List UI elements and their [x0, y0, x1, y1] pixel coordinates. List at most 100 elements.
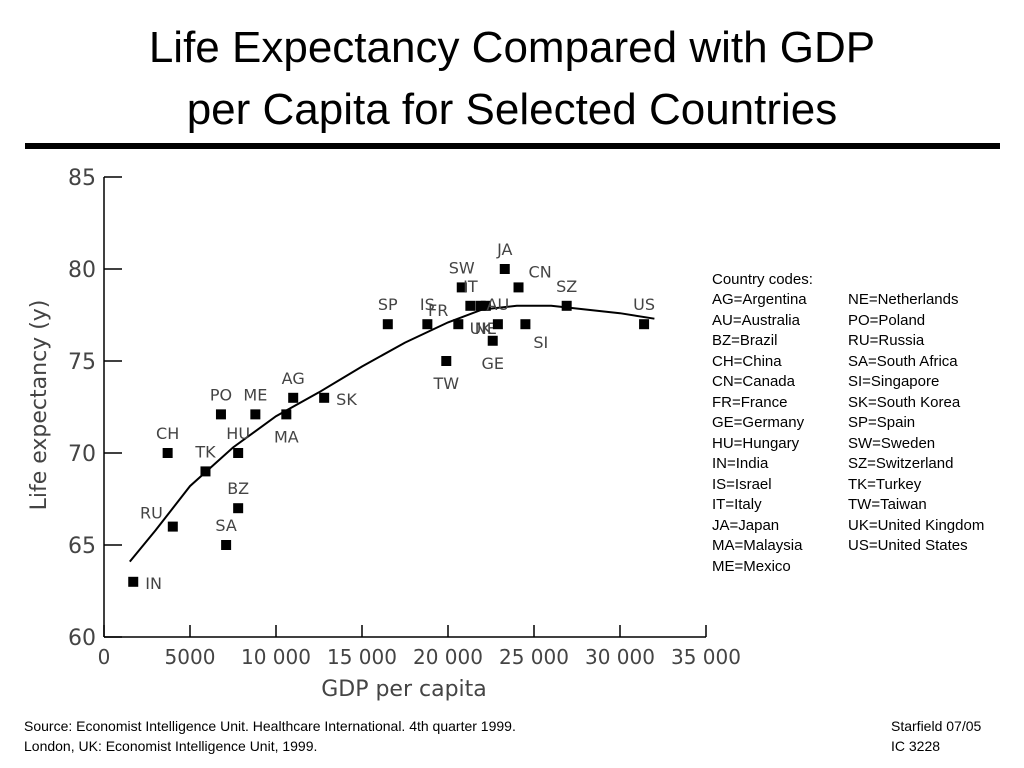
data-label-sz: SZ — [556, 277, 577, 296]
legend-entry-left: MA=Malaysia — [712, 537, 803, 554]
legend-entry-right: RU=Russia — [848, 332, 925, 349]
legend-entry-right: TW=Taiwan — [848, 496, 927, 513]
x-tick-label: 5000 — [165, 645, 216, 669]
data-label-uk: UK — [470, 319, 493, 338]
legend-entry-left: IN=India — [712, 455, 769, 472]
data-point-sp — [382, 319, 393, 330]
legend-entry-left: ME=Mexico — [712, 557, 791, 575]
legend-entry-right: NE=Netherlands — [848, 291, 959, 308]
data-label-me: ME — [243, 385, 267, 404]
data-point-hu — [233, 448, 244, 458]
data-point-si — [520, 319, 531, 330]
data-label-ja: JA — [496, 240, 512, 259]
y-tick-label: 75 — [68, 350, 96, 375]
data-point-ne — [480, 300, 491, 311]
legend-entry-left: IT=Italy — [712, 496, 762, 513]
legend-entry-left: AG=Argentina — [712, 291, 807, 308]
y-tick-label: 60 — [68, 626, 96, 651]
data-point-ag — [288, 392, 299, 403]
x-tick-label: 0 — [98, 645, 111, 669]
data-label-cn: CN — [529, 262, 552, 281]
legend-entry-right: PO=Poland — [848, 311, 926, 329]
legend-entry-right: SA=South Africa — [848, 352, 958, 370]
data-point-sa — [221, 540, 232, 550]
data-label-sw: SW — [449, 258, 475, 277]
legend-entry-left: CN=Canada — [712, 373, 795, 390]
legend-entry-right: TK=Turkey — [848, 475, 922, 493]
data-point-me — [250, 409, 261, 420]
legend-entry-left: HU=Hungary — [712, 434, 800, 452]
data-label-tw: TW — [432, 374, 459, 393]
x-tick-label: 15 000 — [327, 645, 397, 669]
legend-entry-right: SK=South Korea — [848, 393, 961, 411]
x-tick-label: 25 000 — [499, 645, 569, 669]
legend-entry-right: SW=Sweden — [848, 434, 936, 452]
data-label-si: SI — [533, 333, 548, 352]
legend-entry-left: AU=Australia — [712, 311, 800, 329]
legend-entry-right: SZ=Switzerland — [848, 455, 954, 472]
data-point-sw — [456, 282, 467, 293]
data-point-uk — [475, 300, 486, 311]
trend-line — [129, 304, 655, 563]
data-point-ch — [162, 448, 173, 458]
data-label-ne: NE — [475, 319, 497, 338]
data-label-tk: TK — [194, 442, 216, 461]
x-tick-label: 35 000 — [671, 645, 741, 669]
data-label-ag: AG — [282, 369, 305, 388]
title-divider — [25, 143, 1000, 149]
credit-note: Starfield 07/05 IC 3228 — [891, 716, 981, 756]
data-point-tk — [200, 466, 211, 477]
source-line-1: Source: Economist Intelligence Unit. Hea… — [24, 718, 516, 734]
legend-title: Country codes: — [712, 271, 813, 288]
source-note: Source: Economist Intelligence Unit. Hea… — [24, 716, 516, 756]
data-point-fr — [453, 319, 464, 330]
credit-line-2: IC 3228 — [891, 738, 941, 754]
data-label-is: IS — [420, 295, 435, 314]
data-label-sp: SP — [378, 295, 398, 314]
y-tick-label: 80 — [68, 258, 96, 283]
data-point-in — [128, 576, 139, 587]
data-label-po: PO — [210, 385, 232, 404]
data-point-ge — [487, 335, 498, 346]
legend-entry-left: CH=China — [712, 352, 782, 370]
data-label-hu: HU — [226, 424, 250, 443]
data-point-au — [492, 319, 503, 330]
x-axis-label: GDP per capita — [321, 677, 487, 702]
legend-column-right: NE=Netherlands PO=Poland RU=Russia SA=South… — [848, 290, 984, 557]
data-label-ch: CH — [156, 424, 179, 443]
legend-entry-left: FR=France — [712, 393, 788, 411]
x-tick-label: 20 000 — [413, 645, 483, 669]
page-title-line-2: per Capita for Selected Countries — [186, 85, 838, 134]
data-point-it — [465, 300, 476, 311]
data-label-in: IN — [145, 574, 162, 593]
data-point-ru — [167, 521, 178, 532]
data-label-it: IT — [463, 277, 478, 296]
y-axis-label: Life expectancy (y) — [27, 300, 52, 511]
data-point-sk — [319, 392, 330, 403]
data-point-ma — [281, 409, 292, 420]
data-label-bz: BZ — [227, 479, 249, 498]
data-label-ma: MA — [274, 427, 299, 446]
data-point-bz — [233, 503, 244, 514]
data-point-us — [639, 319, 650, 330]
data-point-tw — [441, 356, 452, 366]
data-label-sa: SA — [215, 516, 236, 535]
data-point-is — [422, 319, 433, 330]
legend-entry-right: SP=Spain — [848, 414, 916, 431]
legend-entry-right: SI=Singapore — [848, 373, 940, 390]
legend-entry-right: US=United States — [848, 537, 968, 554]
y-tick-label: 70 — [68, 442, 96, 467]
x-tick-label: 30 000 — [585, 645, 655, 669]
source-line-2: London, UK: Economist Intelligence Unit,… — [24, 738, 318, 754]
data-point-ja — [499, 264, 510, 274]
data-label-ge: GE — [481, 354, 504, 373]
data-label-fr: FR — [428, 301, 448, 320]
x-tick-label: 10 000 — [241, 645, 311, 669]
data-label-au: AU — [487, 295, 510, 314]
legend-column-left: AG=Argentina AU=Australia BZ=Brazil CH=Chin… — [712, 290, 807, 577]
y-tick-label: 65 — [68, 534, 96, 559]
data-point-cn — [513, 282, 524, 293]
legend-entry-left: BZ=Brazil — [712, 332, 778, 349]
page-title-line-1: Life Expectancy Compared with GDP — [148, 23, 876, 72]
